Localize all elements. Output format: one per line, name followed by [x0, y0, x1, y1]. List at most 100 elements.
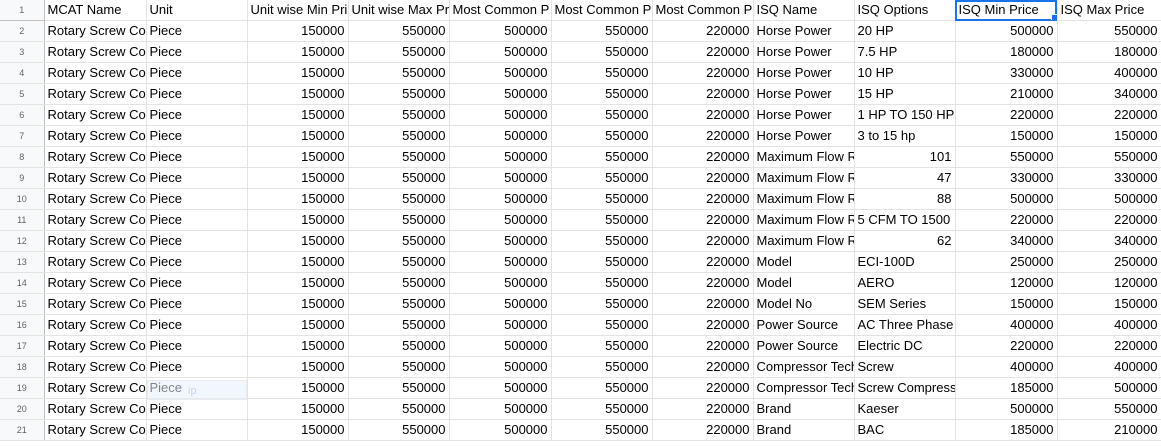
cell-unit[interactable]: Piece: [146, 62, 248, 84]
cell-mcat-name[interactable]: Rotary Screw Co: [44, 419, 147, 441]
header-cell-unit[interactable]: Unit: [146, 0, 248, 21]
cell-mcat-name[interactable]: Rotary Screw Co: [44, 272, 147, 294]
cell-isq-name[interactable]: Horse Power: [753, 41, 855, 63]
cell-isq-max-price[interactable]: 550000: [1057, 20, 1161, 42]
cell-isq-options[interactable]: 20 HP: [854, 20, 956, 42]
header-cell-isq-options[interactable]: ISQ Options: [854, 0, 956, 21]
cell-common-price-3[interactable]: 220000: [652, 20, 754, 42]
cell-unit[interactable]: Piece: [146, 398, 248, 420]
cell-isq-max-price[interactable]: 500000: [1057, 377, 1161, 399]
cell-unit[interactable]: Piece: [146, 335, 248, 357]
cell-common-price-3[interactable]: 220000: [652, 314, 754, 336]
header-cell-unit-max-price[interactable]: Unit wise Max Pr: [348, 0, 450, 21]
cell-unit-min-price[interactable]: 150000: [247, 41, 349, 63]
cell-unit-min-price[interactable]: 150000: [247, 146, 349, 168]
cell-isq-name[interactable]: Maximum Flow R: [753, 167, 855, 189]
cell-unit-min-price[interactable]: 150000: [247, 209, 349, 231]
cell-isq-options[interactable]: 5 CFM TO 1500: [854, 209, 956, 231]
cell-mcat-name[interactable]: Rotary Screw Co: [44, 293, 147, 315]
cell-isq-max-price[interactable]: 120000: [1057, 272, 1161, 294]
cell-unit-max-price[interactable]: 550000: [348, 251, 450, 273]
row-number[interactable]: 7: [0, 125, 45, 147]
cell-common-price-2[interactable]: 550000: [551, 356, 653, 378]
cell-mcat-name[interactable]: Rotary Screw Co: [44, 83, 147, 105]
cell-isq-options[interactable]: Screw Compress: [854, 377, 956, 399]
cell-common-price-3[interactable]: 220000: [652, 356, 754, 378]
cell-mcat-name[interactable]: Rotary Screw Co: [44, 398, 147, 420]
cell-isq-max-price[interactable]: 180000: [1057, 41, 1161, 63]
cell-isq-name[interactable]: Brand: [753, 398, 855, 420]
cell-unit[interactable]: Piece: [146, 293, 248, 315]
cell-unit-max-price[interactable]: 550000: [348, 146, 450, 168]
cell-common-price-2[interactable]: 550000: [551, 377, 653, 399]
cell-isq-name[interactable]: Model No: [753, 293, 855, 315]
cell-isq-min-price[interactable]: 330000: [955, 167, 1058, 189]
cell-unit-min-price[interactable]: 150000: [247, 293, 349, 315]
cell-isq-max-price[interactable]: 250000: [1057, 251, 1161, 273]
cell-unit[interactable]: Piece: [146, 356, 248, 378]
cell-common-price-2[interactable]: 550000: [551, 209, 653, 231]
cell-unit[interactable]: Piece: [146, 41, 248, 63]
cell-common-price-2[interactable]: 550000: [551, 293, 653, 315]
header-cell-isq-max-price[interactable]: ISQ Max Price: [1057, 0, 1161, 21]
cell-isq-max-price[interactable]: 220000: [1057, 335, 1161, 357]
cell-isq-options[interactable]: AC Three Phase: [854, 314, 956, 336]
cell-isq-min-price[interactable]: 220000: [955, 209, 1058, 231]
cell-common-price-2[interactable]: 550000: [551, 188, 653, 210]
cell-isq-min-price[interactable]: 500000: [955, 398, 1058, 420]
cell-common-price-3[interactable]: 220000: [652, 377, 754, 399]
cell-unit-min-price[interactable]: 150000: [247, 188, 349, 210]
row-number[interactable]: 14: [0, 272, 45, 294]
cell-isq-name[interactable]: Power Source: [753, 314, 855, 336]
cell-unit[interactable]: Piece: [146, 146, 248, 168]
cell-common-price-1[interactable]: 500000: [449, 20, 552, 42]
header-cell-common-price-2[interactable]: Most Common P: [551, 0, 653, 21]
cell-isq-min-price[interactable]: 500000: [955, 188, 1058, 210]
cell-isq-min-price[interactable]: 210000: [955, 83, 1058, 105]
cell-mcat-name[interactable]: Rotary Screw Co: [44, 356, 147, 378]
cell-isq-options[interactable]: SEM Series: [854, 293, 956, 315]
cell-unit[interactable]: Piece: [146, 230, 248, 252]
cell-isq-name[interactable]: Brand: [753, 419, 855, 441]
cell-isq-min-price[interactable]: 185000: [955, 419, 1058, 441]
cell-mcat-name[interactable]: Rotary Screw Co: [44, 251, 147, 273]
cell-unit-min-price[interactable]: 150000: [247, 20, 349, 42]
cell-isq-name[interactable]: Maximum Flow R: [753, 146, 855, 168]
cell-mcat-name[interactable]: Rotary Screw Co: [44, 230, 147, 252]
cell-mcat-name[interactable]: Rotary Screw Co: [44, 104, 147, 126]
cell-unit-max-price[interactable]: 550000: [348, 419, 450, 441]
cell-mcat-name[interactable]: Rotary Screw Co: [44, 167, 147, 189]
cell-isq-min-price[interactable]: 185000: [955, 377, 1058, 399]
cell-unit-max-price[interactable]: 550000: [348, 41, 450, 63]
cell-unit-max-price[interactable]: 550000: [348, 272, 450, 294]
cell-unit-min-price[interactable]: 150000: [247, 272, 349, 294]
cell-unit-min-price[interactable]: 150000: [247, 230, 349, 252]
row-number[interactable]: 1: [0, 0, 45, 21]
cell-common-price-3[interactable]: 220000: [652, 419, 754, 441]
cell-common-price-2[interactable]: 550000: [551, 104, 653, 126]
cell-isq-name[interactable]: Compressor Tech: [753, 377, 855, 399]
cell-common-price-3[interactable]: 220000: [652, 293, 754, 315]
cell-common-price-1[interactable]: 500000: [449, 41, 552, 63]
cell-common-price-3[interactable]: 220000: [652, 104, 754, 126]
cell-common-price-1[interactable]: 500000: [449, 251, 552, 273]
cell-isq-options[interactable]: ECI-100D: [854, 251, 956, 273]
cell-isq-name[interactable]: Model: [753, 251, 855, 273]
cell-unit[interactable]: Piece: [146, 272, 248, 294]
cell-unit-max-price[interactable]: 550000: [348, 209, 450, 231]
cell-mcat-name[interactable]: Rotary Screw Co: [44, 62, 147, 84]
cell-unit[interactable]: Piece: [146, 209, 248, 231]
header-cell-common-price-1[interactable]: Most Common P: [449, 0, 552, 21]
cell-isq-name[interactable]: Horse Power: [753, 125, 855, 147]
cell-common-price-1[interactable]: 500000: [449, 272, 552, 294]
row-number[interactable]: 4: [0, 62, 45, 84]
cell-isq-options[interactable]: Screw: [854, 356, 956, 378]
cell-isq-min-price[interactable]: 220000: [955, 104, 1058, 126]
cell-isq-options[interactable]: 10 HP: [854, 62, 956, 84]
cell-unit-min-price[interactable]: 150000: [247, 377, 349, 399]
cell-unit-max-price[interactable]: 550000: [348, 167, 450, 189]
cell-isq-min-price[interactable]: 340000: [955, 230, 1058, 252]
cell-common-price-3[interactable]: 220000: [652, 209, 754, 231]
cell-common-price-3[interactable]: 220000: [652, 41, 754, 63]
